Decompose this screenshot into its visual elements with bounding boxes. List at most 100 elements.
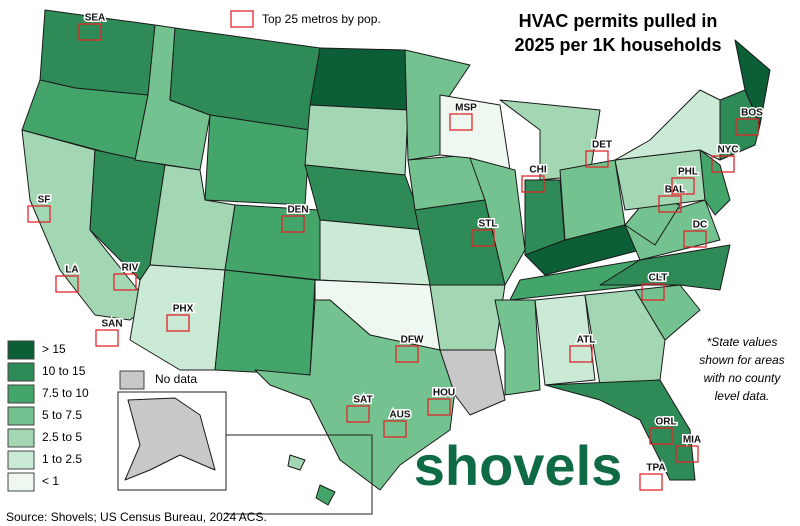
- metro-label: RIV: [122, 263, 139, 274]
- note-line: level data.: [715, 389, 770, 403]
- metro-outline: [675, 445, 699, 463]
- no-data-swatch: [119, 370, 145, 390]
- legend-label: 10 to 15: [42, 364, 86, 378]
- state: [494, 299, 541, 396]
- state: [309, 47, 409, 111]
- no-data-label: No data: [155, 372, 197, 386]
- metro-key-label: Top 25 metros by pop.: [262, 12, 381, 26]
- state: [319, 219, 431, 286]
- state: [129, 264, 226, 371]
- metro-outline: [427, 398, 451, 416]
- metro-key-swatch: [230, 10, 254, 28]
- legend-label: > 15: [42, 342, 66, 356]
- metro-outline: [55, 275, 79, 293]
- metro-label: NYC: [717, 145, 738, 156]
- state: [599, 244, 731, 291]
- metro-outline: [658, 195, 682, 213]
- state: [544, 379, 696, 481]
- metro-outline: [711, 155, 735, 173]
- metro-label: HOU: [433, 388, 455, 399]
- legend-swatch: [7, 362, 35, 382]
- metro-label: SEA: [85, 13, 106, 24]
- metro-outline: [383, 420, 407, 438]
- metro-label: PHL: [678, 167, 698, 178]
- metro-outline: [395, 345, 419, 363]
- title-line: HVAC permits pulled in: [519, 11, 718, 31]
- legend-swatch: [7, 472, 35, 492]
- state: [734, 39, 771, 126]
- note-line: with no county: [704, 371, 782, 385]
- metro-outline: [346, 405, 370, 423]
- alaska-inset: [117, 391, 227, 491]
- metro-outline: [671, 177, 695, 195]
- metro-outline: [113, 273, 137, 291]
- legend-swatch: [7, 428, 35, 448]
- state: [254, 299, 456, 491]
- state: [315, 484, 336, 506]
- metro-outline: [649, 427, 673, 445]
- state: [214, 269, 316, 376]
- state: [469, 157, 526, 286]
- legend-label: 2.5 to 5: [42, 430, 82, 444]
- state: [614, 149, 706, 211]
- metro-label: SF: [38, 195, 51, 206]
- metro-outline: [78, 23, 102, 41]
- state: [699, 149, 731, 216]
- metro-label: SAN: [101, 319, 122, 330]
- metro-label: STL: [479, 219, 498, 230]
- metro-label: DET: [592, 140, 612, 151]
- legend-label: 5 to 7.5: [42, 408, 82, 422]
- metro-outline: [27, 205, 51, 223]
- source: Source: Shovels; US Census Bureau, 2024 …: [6, 510, 267, 524]
- metro-outline: [166, 314, 190, 332]
- legend-label: < 1: [42, 474, 59, 488]
- state: [614, 89, 721, 161]
- metro-outline: [641, 283, 665, 301]
- legend-label: 7.5 to 10: [42, 386, 89, 400]
- metro-outline: [585, 150, 609, 168]
- state: [304, 104, 409, 176]
- state: [634, 284, 701, 341]
- state: [204, 114, 311, 206]
- metro-outline: [521, 175, 545, 193]
- legend-label: 1 to 2.5: [42, 452, 82, 466]
- title-line: 2025 per 1K households: [514, 35, 721, 55]
- metro-outline: [639, 473, 663, 491]
- metro-label: DEN: [287, 205, 308, 216]
- metro-outline: [281, 215, 305, 233]
- state: [439, 349, 506, 416]
- logo: shovels: [414, 434, 623, 497]
- state: [124, 397, 216, 481]
- metro-outline: [449, 113, 473, 131]
- state: [287, 454, 306, 471]
- metro-label: MSP: [455, 103, 477, 114]
- metro-label: ATL: [577, 335, 596, 346]
- metro-label: BOS: [741, 108, 763, 119]
- state: [429, 284, 506, 351]
- metro-outline: [569, 345, 593, 363]
- metro-outline: [683, 230, 707, 248]
- metro-label: PHX: [173, 304, 194, 315]
- legend: > 15 10 to 15 7.5 to 10 5 to 7.5 2.5 to 5 1 t…: [7, 340, 89, 492]
- legend-swatch: [7, 450, 35, 470]
- legend-swatch: [7, 384, 35, 404]
- metro-label: CHI: [529, 165, 546, 176]
- legend-swatch: [7, 406, 35, 426]
- metro-label: SAT: [353, 395, 372, 406]
- state: [224, 204, 321, 281]
- note-line: shown for areas: [699, 353, 784, 367]
- metro-label: MIA: [683, 435, 701, 446]
- metro-outline: [735, 118, 759, 136]
- metro-label: TPA: [646, 463, 665, 474]
- legend-swatch: [7, 340, 35, 360]
- state: [584, 289, 666, 386]
- metro-label: AUS: [389, 410, 410, 421]
- metros: SEA SF LA SAN RIV PHX DEN MSP CHI DET STL DFW AUS SAT…: [27, 11, 765, 491]
- states: [21, 9, 771, 506]
- metro-label: DFW: [401, 335, 424, 346]
- metro-label: CLT: [649, 273, 668, 284]
- metro-label: LA: [65, 265, 78, 276]
- metro-label: DC: [693, 220, 707, 231]
- metro-label: ORL: [655, 417, 676, 428]
